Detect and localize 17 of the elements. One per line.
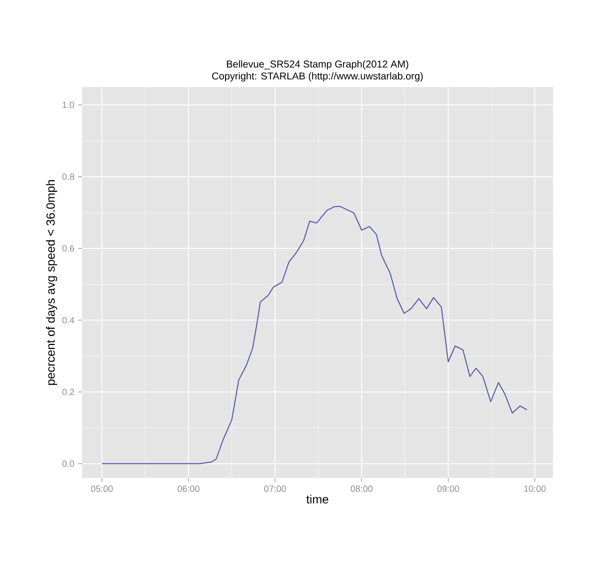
chart-title: Bellevue_SR524 Stamp Graph(2012 AM) [226,60,408,70]
x-tick-label: 07:00 [264,486,286,492]
y-tick-label: 0.2 [62,388,74,396]
chart-subtitle: Copyright: STARLAB (http://www.uwstarlab.org) [212,72,423,82]
x-tick-label: 10:00 [524,486,546,492]
y-tick-label: 0.8 [62,174,74,180]
x-tick-label: 05:00 [91,486,113,492]
x-tick-label: 09:00 [437,486,460,492]
line-series [101,206,528,464]
y-tick-label: 0.0 [62,460,74,467]
x-tick-label: 08:00 [350,486,373,492]
y-tick-label: 1.0 [62,102,74,108]
y-tick-label: 0.4 [62,316,74,324]
y-axis-title: pecrcent of days avg speed < 36.0mph [46,180,58,385]
x-tick-label: 06:00 [178,486,200,492]
y-tick-label: 0.6 [62,245,74,252]
x-axis-title: time [306,494,328,504]
